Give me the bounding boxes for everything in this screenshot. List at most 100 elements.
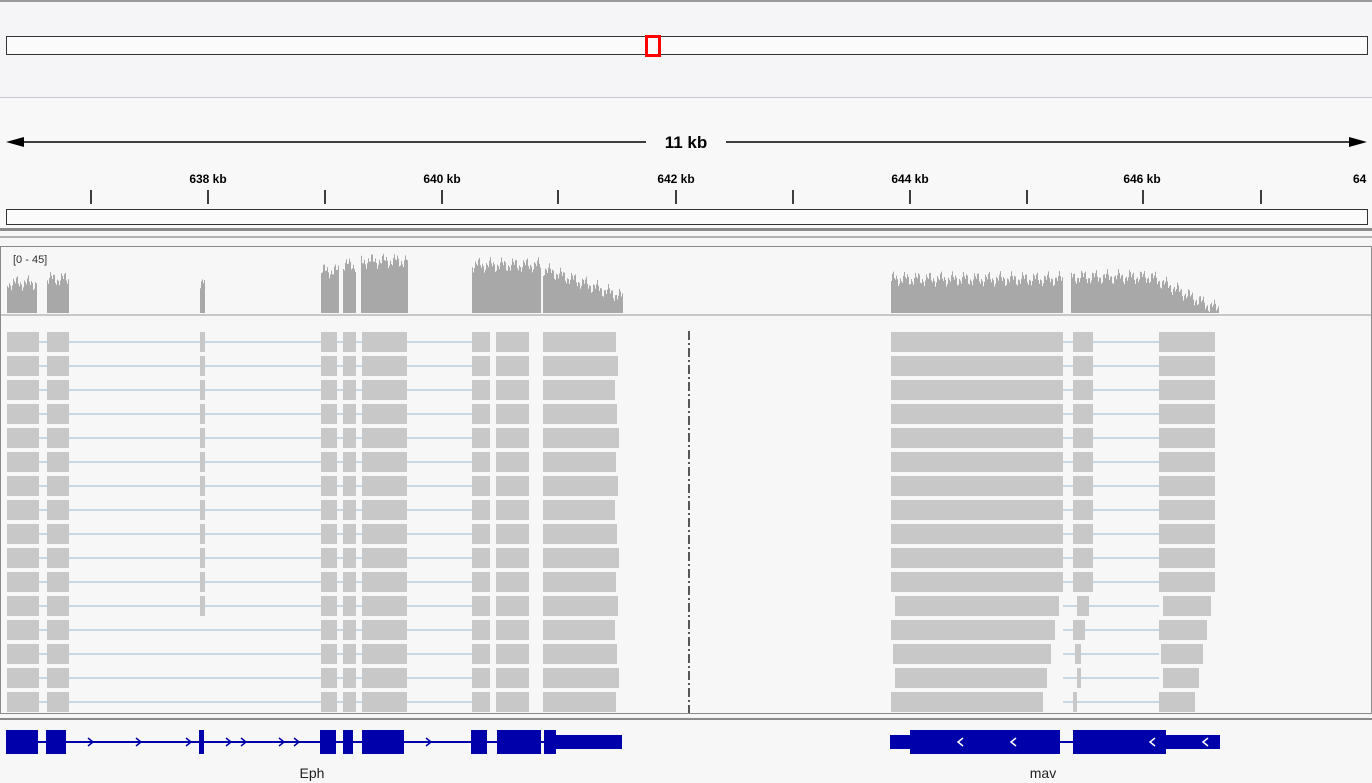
coverage-bar <box>396 260 397 313</box>
coverage-bar <box>1054 284 1055 313</box>
coverage-bar <box>493 262 494 313</box>
read-block <box>472 380 490 400</box>
coverage-bar <box>321 273 322 313</box>
coverage-bar <box>510 270 511 313</box>
chromosome-ideogram[interactable] <box>6 36 1368 55</box>
coverage-bar <box>953 277 954 313</box>
coverage-bar <box>1080 278 1081 313</box>
coverage-bar <box>620 291 621 313</box>
read-block <box>321 500 337 520</box>
current-region-marker[interactable] <box>645 35 661 57</box>
coverage-bar <box>1025 274 1026 313</box>
coverage-bar <box>1016 284 1017 313</box>
read-block <box>47 404 69 424</box>
coverage-bar <box>514 264 515 313</box>
coverage-bar <box>573 279 574 313</box>
coverage-bar <box>1128 277 1129 313</box>
coverage-bar <box>1039 283 1040 313</box>
coverage-bar <box>1078 277 1079 313</box>
coverage-bar <box>984 281 985 313</box>
coverage-bar <box>972 285 973 313</box>
coverage-bar <box>386 256 387 313</box>
coverage-bar <box>893 271 894 313</box>
coverage-bar <box>961 283 962 313</box>
coverage-bar <box>203 283 204 313</box>
panel-divider[interactable] <box>0 236 1372 238</box>
span-arrow-left-head <box>6 137 24 147</box>
read-block <box>1159 452 1215 472</box>
coverage-bar <box>1012 276 1013 313</box>
coverage-bar <box>1171 292 1172 313</box>
coverage-bar <box>1108 274 1109 313</box>
coverage-bar <box>902 282 903 313</box>
coverage-bar <box>1030 280 1031 313</box>
read-block <box>343 620 356 640</box>
coverage-bar <box>949 279 950 313</box>
coverage-bar <box>361 255 362 313</box>
gene-track[interactable] <box>0 720 1372 765</box>
coverage-bar <box>1154 275 1155 313</box>
coverage-bar <box>377 268 378 313</box>
read-block <box>343 644 356 664</box>
coverage-bar <box>56 284 57 313</box>
read-block <box>47 572 69 592</box>
coverage-bar <box>1100 277 1101 313</box>
coverage-bar <box>617 299 618 313</box>
read-block <box>496 476 529 496</box>
coverage-bar <box>578 282 579 313</box>
coverage-bar <box>336 270 337 313</box>
coverage-bar <box>28 275 29 313</box>
coverage-bar <box>559 273 560 313</box>
panel-divider[interactable] <box>0 228 1372 231</box>
read-block <box>1073 548 1093 568</box>
coverage-bar <box>381 263 382 313</box>
coverage-bar <box>1204 302 1205 313</box>
read-block <box>543 644 617 664</box>
coverage-bar <box>1033 273 1034 313</box>
alignment-track[interactable] <box>7 332 1215 712</box>
coverage-bar <box>393 257 394 313</box>
coverage-bar <box>532 272 533 313</box>
coverage-bar <box>1046 279 1047 313</box>
coverage-bar <box>1017 285 1018 313</box>
strand-arrow <box>293 737 301 747</box>
read-block <box>362 356 407 376</box>
coverage-bar <box>551 273 552 313</box>
coverage-bar <box>351 269 352 313</box>
coverage-bar <box>1143 273 1144 313</box>
coverage-bar <box>15 283 16 313</box>
read-block <box>7 500 39 520</box>
coverage-bar <box>1104 274 1105 313</box>
coverage-bar <box>995 283 996 313</box>
coverage-bar <box>365 264 366 313</box>
coverage-track[interactable] <box>7 253 1219 313</box>
coverage-bar <box>402 264 403 313</box>
read-block <box>343 524 356 544</box>
coverage-bar <box>592 291 593 313</box>
coverage-bar <box>921 283 922 313</box>
coverage-bar <box>892 273 893 313</box>
read-block <box>343 476 356 496</box>
coverage-bar <box>998 280 999 313</box>
coverage-bar <box>25 282 26 313</box>
coverage-bar <box>577 286 578 313</box>
coverage-bar <box>537 260 538 313</box>
coverage-bar <box>1095 273 1096 313</box>
coverage-bar <box>1124 284 1125 313</box>
coverage-bar <box>1044 275 1045 313</box>
read-block <box>343 548 356 568</box>
coverage-bar <box>1211 302 1212 313</box>
coverage-bar <box>369 261 370 313</box>
coverage-bar <box>538 257 539 313</box>
coverage-bar <box>350 261 351 313</box>
read-block <box>7 356 39 376</box>
coverage-bar <box>593 284 594 313</box>
coverage-bar <box>963 271 964 313</box>
coverage-bar <box>1074 273 1075 313</box>
coverage-bar <box>323 264 324 313</box>
coverage-bar <box>898 286 899 313</box>
read-block <box>496 332 529 352</box>
coverage-bar <box>1002 280 1003 313</box>
read-block <box>321 380 337 400</box>
read-block <box>543 404 617 424</box>
